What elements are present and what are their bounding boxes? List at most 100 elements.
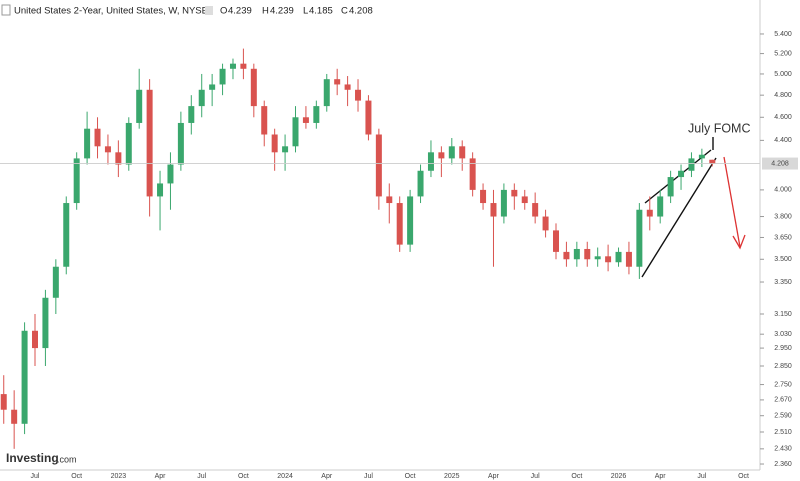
y-tick-label: 2.510 <box>774 429 792 436</box>
chart-title: United States 2-Year, United States, W, … <box>14 6 208 17</box>
candle-body <box>146 89 153 197</box>
x-tick-label: Apr <box>655 473 667 480</box>
candle-body <box>375 134 382 197</box>
x-tick-label: Oct <box>238 473 249 480</box>
candle-body <box>21 330 28 424</box>
candle-body <box>427 152 434 171</box>
candle-body <box>563 251 570 260</box>
candle-body <box>282 146 289 153</box>
x-tick-label: 2025 <box>444 473 460 480</box>
candle-body <box>386 196 393 204</box>
candle-body <box>219 68 226 85</box>
candle-body <box>313 106 320 123</box>
y-tick-label: 2.750 <box>774 381 792 388</box>
x-tick-label: 2023 <box>111 473 127 480</box>
candle-body <box>104 146 111 153</box>
y-tick-label: 3.650 <box>774 234 792 241</box>
candle-body <box>250 68 257 107</box>
ohlc-label: O <box>220 6 227 17</box>
watermark: Investing <box>6 451 59 465</box>
annotation: July FOMC <box>688 121 751 135</box>
candle-body <box>84 128 91 159</box>
x-tick-label: Jul <box>531 473 540 480</box>
candle-body <box>625 251 632 267</box>
y-tick-label: 2.850 <box>774 363 792 370</box>
candle-body <box>52 266 59 298</box>
wedge-line <box>641 157 717 278</box>
y-tick-label: 2.590 <box>774 413 792 420</box>
candle-body <box>573 248 580 260</box>
y-tick-label: 2.360 <box>774 461 792 468</box>
candle-body <box>605 256 612 263</box>
candle-body <box>667 177 674 197</box>
candle-body <box>125 122 132 165</box>
y-tick-label: 5.200 <box>774 50 792 57</box>
candle-body <box>709 159 716 164</box>
ohlc-value: 4.239 <box>270 6 294 17</box>
candle-body <box>646 209 653 217</box>
candle-body <box>584 248 591 260</box>
y-tick-label: 5.000 <box>774 71 792 78</box>
ohlc-value: 4.239 <box>228 6 252 17</box>
candle-body <box>480 189 487 204</box>
candle-body <box>188 106 195 123</box>
candle-body <box>229 63 236 69</box>
candle-body <box>42 297 49 349</box>
y-tick-label: 2.950 <box>774 345 792 352</box>
y-tick-label: 3.150 <box>774 311 792 318</box>
y-tick-label: 3.800 <box>774 213 792 220</box>
candle-body <box>678 170 685 178</box>
candle-body <box>94 128 101 147</box>
price-tag <box>762 157 798 170</box>
candle-body <box>594 256 601 260</box>
candle-body <box>407 196 414 245</box>
y-tick-label: 4.600 <box>774 114 792 121</box>
candle-body <box>511 189 518 197</box>
header-icon[interactable] <box>205 6 213 15</box>
candle-body <box>688 158 695 171</box>
y-tick-label: 3.500 <box>774 256 792 263</box>
x-tick-label: Oct <box>738 473 749 480</box>
y-tick-label: 2.430 <box>774 446 792 453</box>
candle-body <box>698 154 705 159</box>
candle-body <box>136 89 143 123</box>
candle-body <box>157 183 164 197</box>
arrow-head <box>732 234 746 250</box>
candle-body <box>355 89 362 101</box>
x-tick-label: Jul <box>364 473 373 480</box>
candle-body <box>657 196 664 217</box>
ohlc-value: 4.185 <box>309 6 333 17</box>
ohlc-label: H <box>262 6 269 17</box>
x-tick-label: Jul <box>31 473 40 480</box>
candle-body <box>469 158 476 190</box>
watermark: .com <box>57 454 77 464</box>
candle-body <box>292 117 299 147</box>
x-tick-label: Apr <box>321 473 333 480</box>
candle-body <box>636 209 643 267</box>
x-tick-label: Oct <box>405 473 416 480</box>
candle-body <box>261 106 268 135</box>
candle-body <box>542 216 549 231</box>
y-tick-label: 2.670 <box>774 397 792 404</box>
ohlc-value: 4.208 <box>349 6 373 17</box>
candle-body <box>115 152 122 165</box>
candle-body <box>438 152 445 159</box>
candle-body <box>615 251 622 263</box>
header-icon <box>1 4 11 16</box>
x-tick-label: Jul <box>197 473 206 480</box>
candle-body <box>323 79 330 107</box>
y-tick-label: 3.030 <box>774 331 792 338</box>
candle-body <box>500 189 507 217</box>
price-tag-label: 4.208 <box>771 160 789 167</box>
x-tick-label: Apr <box>155 473 167 480</box>
candle-body <box>302 117 309 123</box>
x-tick-label: 2026 <box>611 473 627 480</box>
candles <box>0 48 716 449</box>
candle-body <box>240 63 247 69</box>
candle-body <box>521 196 528 204</box>
ohlc-label: L <box>303 6 308 17</box>
candle-body <box>177 122 184 165</box>
candle-body <box>32 330 38 349</box>
candle-body <box>63 203 70 267</box>
